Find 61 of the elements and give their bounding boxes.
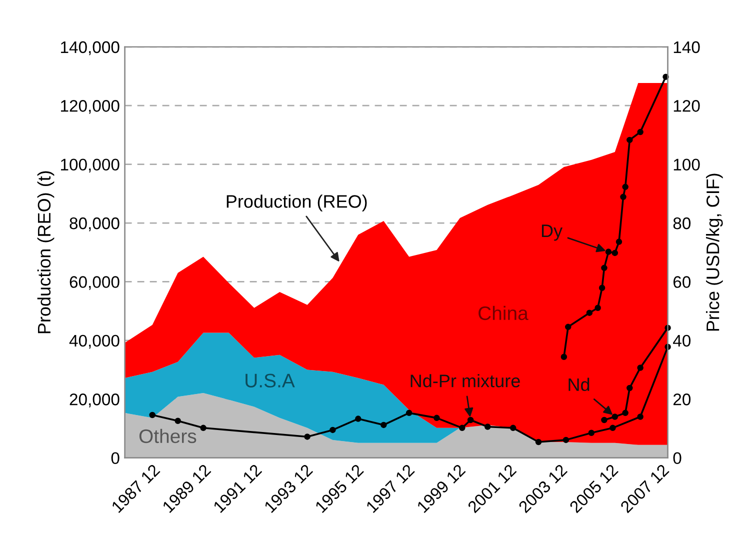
point: [200, 424, 206, 432]
y-tick-label: 120,000: [61, 100, 120, 114]
point: [601, 264, 608, 272]
point: [616, 238, 622, 245]
point: [588, 430, 595, 436]
point: [612, 250, 618, 256]
point: [605, 248, 612, 255]
point: [535, 438, 542, 446]
y2-tick-label: 20: [673, 394, 691, 406]
point: [622, 184, 628, 190]
y2-tick-label: 60: [673, 276, 691, 288]
point: [330, 426, 336, 434]
series-label: Nd-Pr mixture: [410, 374, 520, 388]
y2-tick-label: 80: [673, 217, 691, 230]
text: Dy: [542, 224, 563, 241]
point: [510, 424, 516, 432]
series-label: China: [478, 306, 528, 320]
y2-tick-label: 140: [674, 41, 700, 54]
y-tick-label: 20,000: [70, 394, 120, 408]
point: [380, 422, 387, 428]
series-label: U.S.A: [246, 374, 295, 388]
point: [610, 424, 616, 432]
point: [622, 410, 628, 416]
point: [637, 414, 644, 420]
point: [406, 410, 412, 416]
annotation: Production (REO): [226, 194, 367, 212]
point: [459, 424, 466, 432]
point: [434, 414, 440, 422]
point: [626, 384, 633, 392]
y2-tick-label: 120: [674, 100, 700, 112]
point: [637, 128, 644, 136]
point: [149, 412, 156, 418]
point: [601, 416, 608, 424]
point: [626, 136, 633, 144]
point: [467, 416, 474, 424]
series-label: Others: [139, 428, 196, 444]
series-label: Nd: [568, 378, 590, 392]
point: [484, 424, 491, 430]
y-tick-label: 140,000: [61, 41, 120, 56]
y-tick-label: 100,000: [61, 158, 120, 172]
point: [594, 304, 601, 311]
y-tick-label: 40,000: [69, 334, 120, 349]
point: [174, 418, 181, 424]
y-axis-title: Production (REO) (t): [37, 171, 54, 334]
y-tick-label: 80,000: [70, 217, 120, 232]
point: [620, 194, 626, 200]
point: [562, 436, 570, 444]
point: [586, 310, 593, 316]
y2-tick-label: 100: [674, 158, 700, 171]
point: [560, 354, 568, 360]
y2-axis-title: Price (USD/kg, CIF): [706, 174, 723, 331]
y-tick-label: 0: [111, 452, 120, 464]
point: [637, 364, 644, 371]
point: [355, 416, 362, 422]
y2-tick-label: 0: [673, 452, 682, 464]
point: [598, 284, 606, 292]
point: [564, 324, 572, 330]
y2-tick-label: 40: [673, 334, 691, 347]
point: [304, 434, 310, 440]
point: [612, 414, 618, 420]
y-tick-label: 60,000: [70, 276, 120, 290]
